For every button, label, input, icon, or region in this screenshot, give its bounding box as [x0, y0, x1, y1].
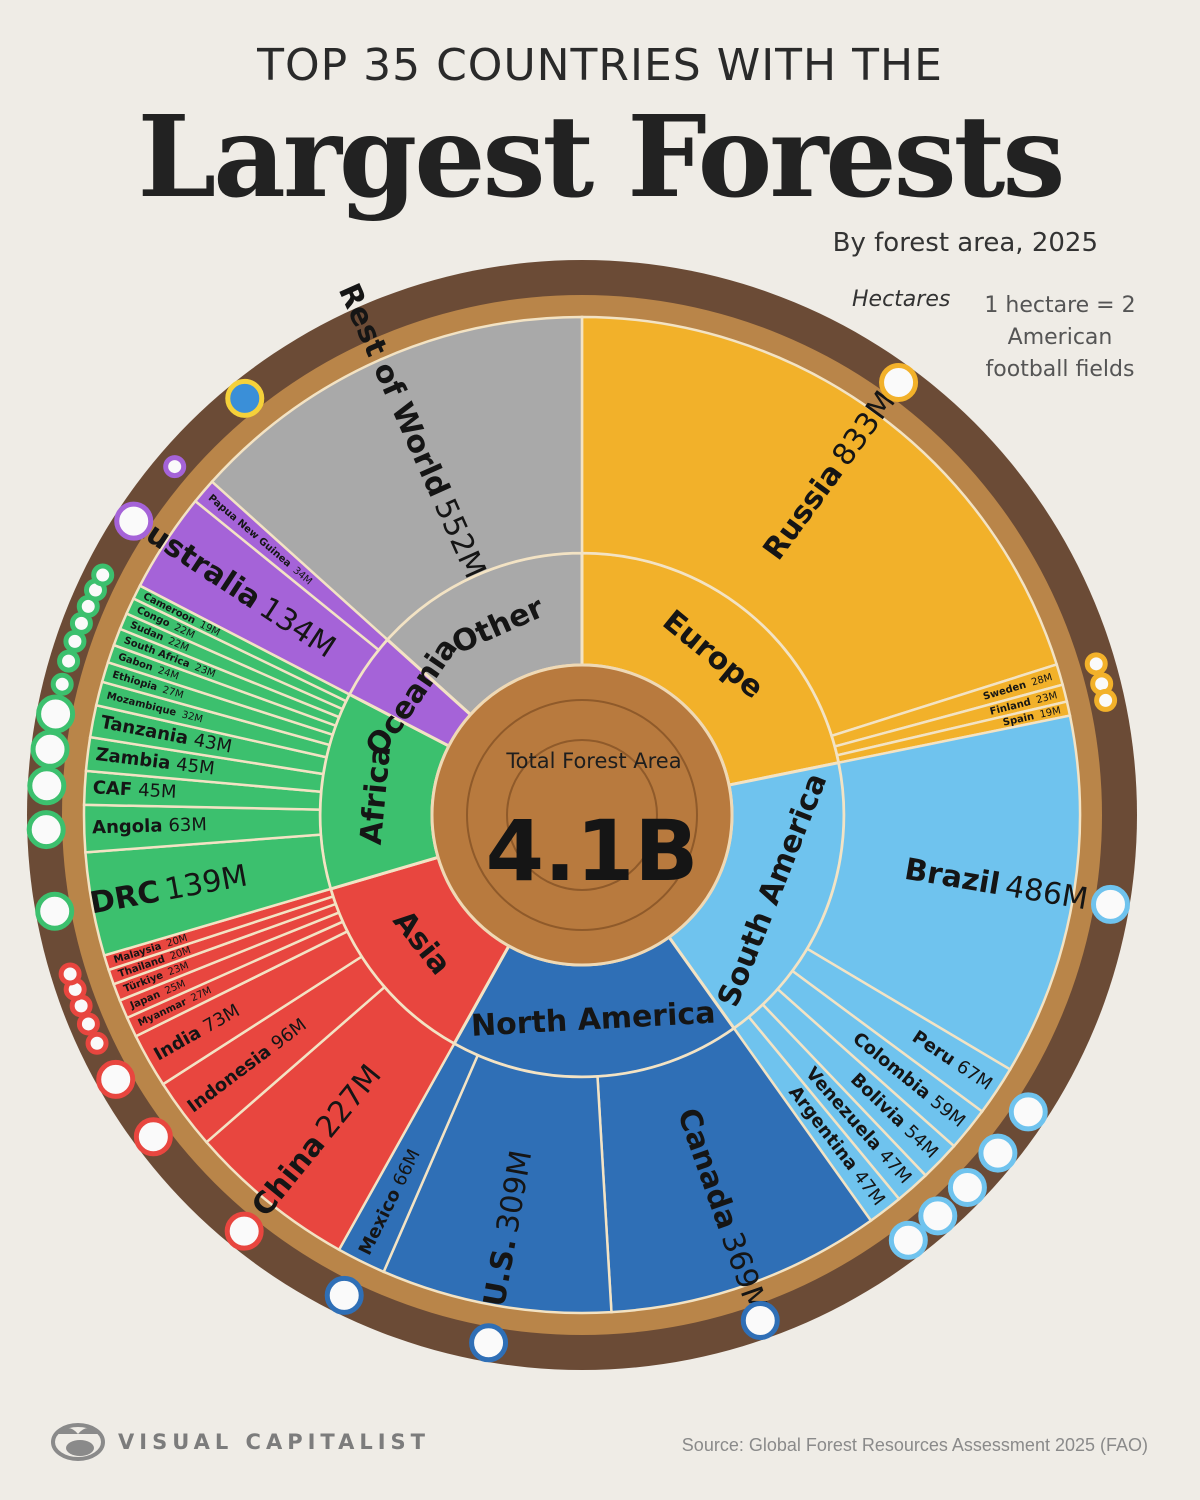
- flag-icon: [35, 891, 75, 931]
- flag-icon: [76, 1012, 100, 1036]
- title-line-2: Largest Forests: [137, 92, 1066, 223]
- flag-icon: [224, 1211, 264, 1251]
- flag-icon: [133, 1117, 173, 1157]
- flag-icon: [888, 1220, 928, 1260]
- title-line-1: TOP 35 COUNTRIES WITH THE: [257, 40, 943, 91]
- unit-annotation: Hectares: [852, 287, 951, 312]
- subtitle: By forest area, 2025: [832, 228, 1098, 258]
- center-label: Total Forest Area: [505, 749, 681, 773]
- logo: VISUAL CAPITALIST: [50, 1422, 430, 1462]
- country-value: 19M: [1039, 705, 1062, 720]
- flag-icon: [36, 694, 76, 734]
- flag-icon: [26, 810, 66, 850]
- country-wedge: [805, 714, 1082, 1072]
- center-disc: [430, 663, 734, 967]
- flag-icon: [918, 1196, 958, 1236]
- flag-icon: [324, 1275, 364, 1315]
- flag-icon: [163, 455, 187, 479]
- country-value: 23M: [1035, 690, 1058, 706]
- flag-icon: [740, 1300, 780, 1340]
- country-wedge: [580, 315, 1059, 738]
- flag-icon: [1008, 1092, 1048, 1132]
- source: Source: Global Forest Resources Assessme…: [681, 1435, 1148, 1455]
- center-value: 4.1B: [486, 802, 699, 900]
- flag-icon: [27, 766, 67, 806]
- flag-icon: [50, 672, 74, 696]
- flag-icon: [85, 1031, 109, 1055]
- flag-icon: [96, 1059, 136, 1099]
- hectare-note: 1 hectare = 2 American football fields: [984, 293, 1136, 382]
- flag-icon: [469, 1323, 509, 1363]
- flag-icon: [114, 501, 154, 541]
- logo-icon: [51, 1423, 105, 1461]
- flag-icon: [91, 563, 115, 587]
- center-ring: [506, 739, 658, 891]
- country-value: 63M: [168, 814, 207, 836]
- country-name: Angola: [92, 815, 163, 838]
- flag-icon: [63, 629, 87, 653]
- flag-icon: [879, 362, 919, 402]
- logo-text: VISUAL CAPITALIST: [118, 1430, 431, 1454]
- country-value: 45M: [175, 754, 216, 780]
- flag-icon: [978, 1133, 1018, 1173]
- globe-icon: [225, 378, 265, 418]
- country-value: 45M: [138, 780, 178, 803]
- country-wedge: [210, 315, 584, 642]
- country-name: CAF: [92, 777, 133, 800]
- flag-icon: [1084, 652, 1108, 676]
- flag-icon: [58, 962, 82, 986]
- country-label: CAF 45M: [92, 777, 177, 803]
- country-value: 32M: [180, 709, 203, 725]
- flag-icon: [57, 649, 81, 673]
- flag-icon: [1090, 884, 1130, 924]
- center-ring: [466, 699, 698, 931]
- country-label: Angola 63M: [92, 814, 207, 838]
- flag-icon: [947, 1167, 987, 1207]
- flag-icon: [30, 729, 70, 769]
- flag-icon: [1094, 688, 1118, 712]
